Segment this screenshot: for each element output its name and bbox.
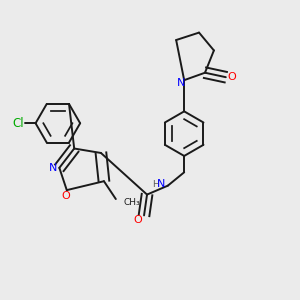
Text: N: N	[157, 179, 166, 189]
Text: N: N	[49, 163, 57, 173]
Text: O: O	[227, 72, 236, 82]
Text: CH₃: CH₃	[123, 197, 140, 206]
Text: H: H	[152, 180, 159, 189]
Text: Cl: Cl	[12, 117, 23, 130]
Text: O: O	[134, 215, 142, 225]
Text: N: N	[177, 78, 185, 88]
Text: O: O	[61, 191, 70, 201]
